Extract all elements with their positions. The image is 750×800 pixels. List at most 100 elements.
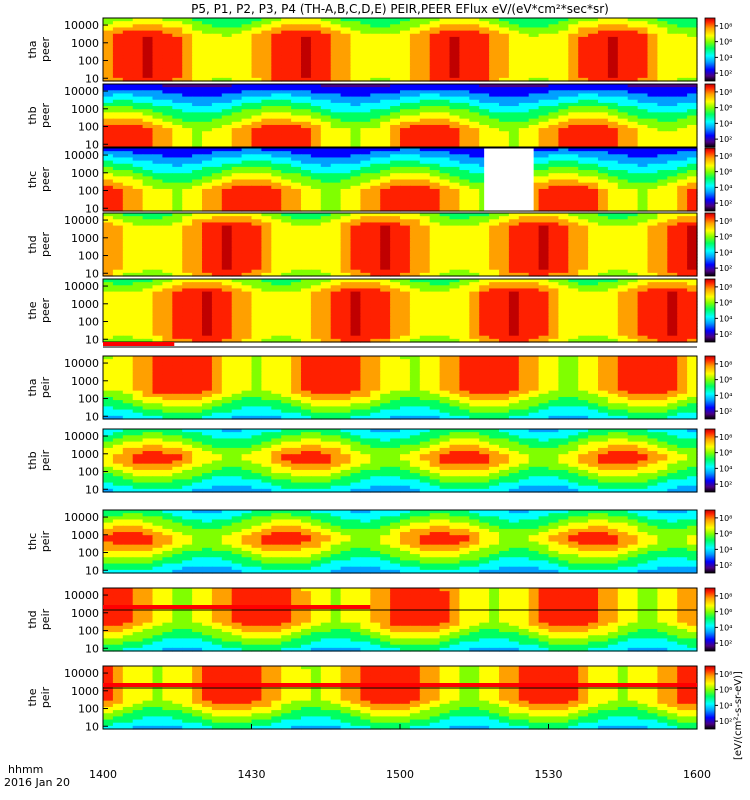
heat-cell [380,96,391,101]
y-tick-label: 10000 [64,149,99,162]
heat-cell [182,241,193,246]
heat-cell [390,55,401,60]
heat-cell [261,188,272,193]
heat-cell [479,279,490,283]
heat-cell [231,18,243,22]
heat-cell [202,228,213,233]
heat-cell [459,74,470,79]
heat-cell [231,143,243,148]
heat-cell [380,74,391,79]
heat-cell [409,282,421,286]
heat-cell [350,109,361,113]
heat-cell [142,241,154,246]
heat-cell [152,36,163,41]
heat-cell [103,195,114,199]
heat-cell [627,207,639,212]
heat-cell [221,18,233,22]
heat-cell [192,87,203,91]
heat-cell [142,62,154,66]
heat-cell [231,128,243,132]
heat-cell [172,62,183,66]
heat-cell [400,247,411,252]
heat-cell [508,102,520,107]
heat-cell [251,157,262,162]
heat-cell [261,49,272,54]
heat-cell [627,250,639,255]
heat-cell [370,182,381,187]
heat-cell [182,124,193,129]
heat-cell [578,148,589,152]
heat-cell [330,160,342,165]
heat-cell [271,182,282,187]
heat-cell [578,222,589,227]
heat-cell [360,24,371,29]
heat-cell [370,99,381,104]
heat-cell [281,43,292,47]
heat-cell [132,163,144,168]
heat-cell [211,58,223,63]
heat-cell [518,238,530,242]
heat-cell [202,192,213,196]
heat-cell [301,260,312,264]
heat-cell [112,160,124,165]
heat-cell [390,112,401,117]
heat-cell [132,55,144,60]
heat-cell [370,46,381,51]
heat-cell [627,62,639,66]
heat-cell [647,157,658,162]
heat-cell [251,173,262,177]
heat-cell [231,24,243,29]
heat-cell [598,160,609,165]
heat-cell [281,87,292,91]
heat-cell [469,179,480,184]
heat-cell [489,21,500,25]
heat-cell [677,24,688,29]
heat-cell [281,124,292,129]
heat-cell [261,204,272,209]
heat-cell [122,166,134,171]
heat-cell [667,99,678,104]
heat-cell [588,279,599,283]
heat-cell [538,170,550,174]
heat-cell [637,58,649,63]
heat-cell [261,157,272,162]
heat-cell [687,33,698,38]
heat-cell [588,170,599,174]
heat-cell [419,77,431,82]
heat-cell [548,219,559,224]
heat-cell [657,121,668,126]
heat-cell [281,192,292,196]
heat-cell [439,27,451,32]
heat-cell [103,253,114,258]
heat-cell [132,182,144,187]
heat-cell [340,222,352,227]
heat-cell [548,185,559,190]
heat-cell [429,77,441,82]
heat-cell [271,176,282,181]
heat-cell [588,128,599,132]
heat-cell [380,128,391,132]
heat-cell [221,36,233,41]
heat-cell [598,93,609,98]
heat-cell [251,36,262,41]
heat-cell [578,121,589,126]
heat-cell [687,68,698,73]
heat-cell [122,231,134,236]
heat-cell [241,250,253,255]
heat-cell [578,128,589,132]
heat-cell [538,157,550,162]
heat-cell [479,99,490,104]
heat-cell [122,137,134,142]
heat-cell [301,188,312,193]
heat-cell [617,68,629,73]
heat-cell [409,263,421,268]
heat-cell [657,109,668,113]
heat-cell [538,55,550,60]
heat-cell [310,36,322,41]
heat-cell [152,257,163,261]
heat-cell [360,109,371,113]
y-tick-label: 10000 [64,19,99,32]
heat-cell [221,192,233,196]
heat-cell [439,160,451,165]
